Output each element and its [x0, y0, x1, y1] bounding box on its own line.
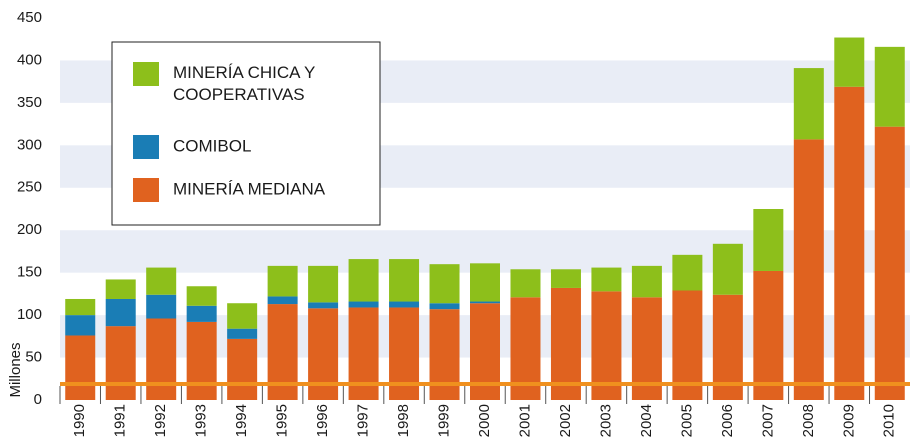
bar-segment: [429, 303, 460, 310]
bar-segment: [308, 308, 339, 400]
legend-label: MINERÍA CHICA Y COOPERATIVAS: [173, 63, 315, 104]
bar-segment: [874, 126, 905, 400]
x-tick-label: 1995: [274, 404, 291, 437]
x-tick-label: 2007: [759, 404, 776, 437]
x-tick-label: 1998: [395, 404, 412, 437]
bar-segment: [834, 37, 865, 87]
y-tick-label: 150: [17, 264, 42, 281]
x-tick-label: 2010: [881, 404, 898, 437]
x-tick-label: 1993: [193, 404, 210, 437]
bar-segment: [267, 296, 298, 305]
legend-label: MINERÍA MEDIANA: [173, 179, 326, 198]
bar-segment: [753, 209, 784, 271]
y-tick-label: 450: [17, 9, 42, 26]
y-axis-label: Millones: [7, 342, 24, 397]
bar-segment: [348, 307, 379, 400]
bar-segment: [146, 267, 177, 295]
y-tick-label: 250: [17, 179, 42, 196]
bar-segment: [65, 298, 96, 316]
bar-segment: [753, 270, 784, 400]
bar-segment: [672, 290, 703, 400]
legend-label: COMIBOL: [173, 136, 251, 155]
x-tick-label: 1996: [314, 404, 331, 437]
bar-segment: [874, 46, 905, 127]
x-tick-label: 2003: [597, 404, 614, 437]
x-tick-label: 2000: [476, 404, 493, 437]
legend-swatch: [133, 62, 159, 86]
bar-segment: [65, 335, 96, 400]
y-tick-label: 200: [17, 221, 42, 238]
bar-segment: [550, 287, 581, 400]
x-tick-label: 2006: [719, 404, 736, 437]
bar-segment: [267, 265, 298, 297]
y-tick-label: 350: [17, 94, 42, 111]
bar-segment: [470, 301, 500, 304]
bar-segment: [550, 269, 581, 288]
x-tick-label: 2002: [557, 404, 574, 437]
legend-label-line: COOPERATIVAS: [173, 85, 305, 104]
bar-segment: [227, 303, 258, 329]
bar-segment: [429, 309, 460, 400]
bar-segment: [65, 315, 96, 336]
bar-segment: [105, 326, 136, 400]
bar-segment: [510, 269, 541, 298]
bar-segment: [186, 286, 217, 306]
x-tick-label: 2008: [800, 404, 817, 437]
bar-segment: [308, 265, 339, 303]
x-tick-label: 1990: [71, 404, 88, 437]
bar-segment: [389, 259, 420, 302]
bar-segment: [105, 279, 136, 299]
legend-swatch: [133, 178, 159, 202]
y-tick-label: 100: [17, 306, 42, 323]
bar-segment: [146, 294, 177, 319]
y-tick-label: 50: [25, 349, 42, 366]
x-tick-label: 2001: [516, 404, 533, 437]
y-tick-label: 0: [34, 391, 42, 408]
bar-segment: [227, 328, 258, 339]
bar-segment: [591, 267, 622, 292]
y-tick-label: 300: [17, 136, 42, 153]
legend-label-line: MINERÍA CHICA Y: [173, 63, 315, 82]
bar-segment: [389, 301, 420, 308]
bar-segment: [146, 318, 177, 400]
bar-segment: [834, 86, 865, 400]
x-tick-label: 2005: [678, 404, 695, 437]
legend-swatch: [133, 135, 159, 159]
bar-segment: [105, 298, 136, 327]
x-tick-label: 2004: [638, 404, 655, 437]
bar-segment: [672, 254, 703, 291]
bar-segment: [348, 301, 379, 308]
bar-segment: [227, 338, 258, 400]
y-tick-label: 400: [17, 51, 42, 68]
bar-segment: [470, 263, 500, 302]
x-tick-label: 1997: [355, 404, 372, 437]
x-tick-label: 1991: [112, 404, 129, 437]
x-tick-label: 1994: [233, 404, 250, 437]
x-tick-label: 1999: [435, 404, 452, 437]
bar-segment: [429, 264, 460, 304]
bar-segment: [591, 291, 622, 400]
x-tick-label: 2009: [840, 404, 857, 437]
x-tick-label: 1992: [152, 404, 169, 437]
bar-segment: [631, 265, 662, 298]
bar-segment: [793, 68, 824, 140]
bar-segment: [712, 243, 743, 295]
bar-segment: [308, 302, 339, 309]
bar-segment: [348, 259, 379, 302]
bar-segment: [186, 321, 217, 400]
bar-segment: [389, 307, 420, 400]
bar-segment: [186, 305, 217, 322]
bar-segment: [793, 139, 824, 400]
